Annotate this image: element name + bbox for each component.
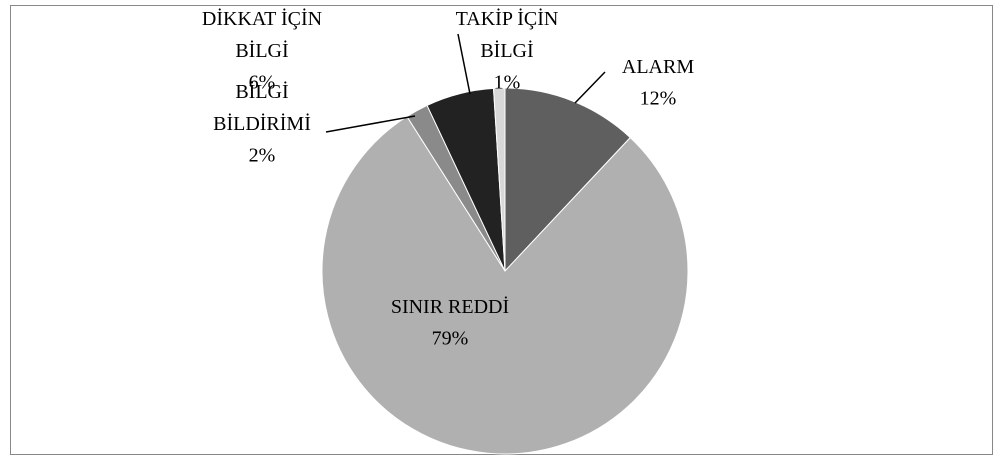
leader-line <box>457 33 471 95</box>
slice-label: TAKİP İÇİN BİLGİ <box>456 7 559 62</box>
slice-value-label: 1% <box>494 72 521 94</box>
leader-line <box>325 115 416 133</box>
slice-label: BİLGİ BİLDİRİMİ <box>213 80 311 135</box>
slice-label: ALARM <box>622 56 694 78</box>
pie-slice <box>321 115 689 455</box>
slice-label: SINIR REDDİ <box>391 295 509 318</box>
pie-slice <box>504 87 631 273</box>
slice-value-label: 6% <box>249 72 276 94</box>
slice-label: DİKKAT İÇİN BİLGİ <box>202 7 322 62</box>
slice-value-label: 12% <box>640 88 677 110</box>
pie-slice <box>492 87 506 272</box>
leader-line <box>574 71 606 104</box>
slice-value-label: 79% <box>432 328 469 350</box>
slice-value-label: 2% <box>249 145 276 167</box>
